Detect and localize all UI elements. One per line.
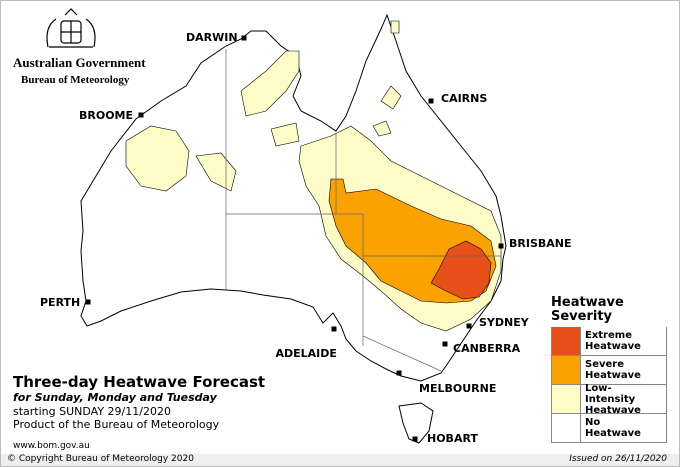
website: www.bom.gov.au — [13, 441, 90, 451]
heat-low — [195, 20, 402, 192]
city-label: HOBART — [427, 432, 478, 445]
city-label: CAIRNS — [441, 92, 488, 105]
city-label: DARWIN — [186, 31, 238, 44]
city-label: BROOME — [79, 109, 134, 122]
city-label: ADELAIDE — [275, 347, 337, 360]
state-borders — [225, 49, 501, 372]
subtitle: for Sunday, Monday and Tuesday — [13, 391, 217, 404]
city-label: BRISBANE — [509, 237, 572, 250]
logo-crest — [46, 8, 96, 48]
legend-item: No Heatwave — [551, 414, 667, 443]
city-label: CANBERRA — [453, 342, 521, 355]
legend-swatch — [552, 414, 581, 442]
legend: Heatwave Severity Extreme Heatwave Severe… — [551, 296, 667, 443]
legend-label: Low-Intensity Heatwave — [585, 382, 641, 416]
start-date: starting SUNDAY 29/11/2020 — [13, 405, 171, 418]
city-label: MELBOURNE — [419, 382, 497, 395]
city-label: SYDNEY — [479, 316, 529, 329]
agency-name: Australian Government — [13, 55, 146, 70]
city-marker — [466, 323, 472, 329]
city-marker — [498, 243, 504, 249]
city-marker — [428, 98, 434, 104]
bureau-name: Bureau of Meteorology — [21, 74, 130, 86]
city-marker — [412, 436, 418, 442]
legend-item: Low-Intensity Heatwave — [551, 382, 667, 416]
city-marker — [331, 326, 337, 332]
product-note: Product of the Bureau of Meteorology — [13, 418, 220, 431]
legend-item: Extreme Heatwave — [551, 327, 667, 356]
footer: © Copyright Bureau of Meteorology 2020 I… — [1, 454, 679, 466]
heat-low — [125, 125, 190, 192]
heat-extreme — [430, 240, 492, 300]
map-title: Three-day Heatwave Forecast — [13, 373, 266, 391]
legend-label: Extreme Heatwave — [585, 330, 641, 352]
city-marker — [396, 370, 402, 376]
city-label: PERTH — [40, 296, 81, 309]
city-marker — [85, 299, 91, 305]
city-marker — [138, 112, 144, 118]
copyright: © Copyright Bureau of Meteorology 2020 — [7, 454, 194, 464]
legend-swatch — [552, 385, 581, 413]
legend-item: Severe Heatwave — [551, 356, 667, 385]
tasmania — [398, 402, 434, 444]
legend-title: Heatwave Severity — [551, 295, 624, 324]
legend-swatch — [552, 356, 581, 384]
legend-label: Severe Heatwave — [585, 359, 641, 381]
legend-label: No Heatwave — [585, 417, 641, 439]
city-marker — [241, 35, 247, 41]
issued-date: Issued on 26/11/2020 — [569, 454, 667, 464]
legend-swatch — [552, 327, 581, 355]
city-marker — [442, 341, 448, 347]
